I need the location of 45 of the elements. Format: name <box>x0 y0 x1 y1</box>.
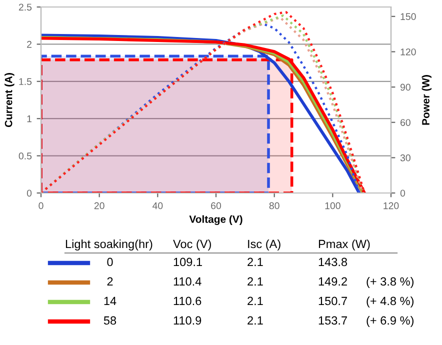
x-tick-label: 60 <box>211 202 222 210</box>
y-tick-label: 0.5 <box>18 152 32 160</box>
text: (+ 3.8 %) <box>366 276 414 288</box>
text: (+ 4.8 %) <box>366 296 414 308</box>
y-tick-label: 1 <box>27 115 32 122</box>
x-tick-label: 0 <box>38 202 44 210</box>
legend-title: Light soaking(hr) <box>66 240 152 251</box>
text: 149.2 <box>318 277 347 286</box>
x-axis-title: Voltage (V) <box>189 215 242 226</box>
y2-tick-label: 60 <box>400 119 410 126</box>
text: 110.4 <box>174 277 202 286</box>
y2-tick-label: 120 <box>400 48 416 56</box>
legend-label: 0 <box>107 258 113 266</box>
text: 109.1 <box>174 258 202 266</box>
legend-label: 14 <box>104 296 116 306</box>
text: 2.1 <box>248 277 263 286</box>
text: Pmax (W) <box>318 240 370 250</box>
text: 2.1 <box>248 316 263 325</box>
y-tick-label: 2.5 <box>18 4 32 11</box>
text: 153.7 <box>318 316 347 325</box>
text: Isc (A) <box>248 240 280 250</box>
text: (+ 6.9 %) <box>366 316 414 327</box>
y2-tick-label: 30 <box>400 154 410 162</box>
x-tick-label: 100 <box>325 202 340 210</box>
text: 2.1 <box>248 296 263 306</box>
y-tick-label: 2 <box>27 40 32 48</box>
x-tick-label: 20 <box>94 202 104 210</box>
text: 150.7 <box>318 296 347 306</box>
text: 2.1 <box>248 258 263 266</box>
text: 143.8 <box>318 258 348 266</box>
x-tick-label: 120 <box>384 202 399 210</box>
y2-tick-label: 0 <box>400 190 406 197</box>
y-tick-label: 1.5 <box>19 78 32 86</box>
x-tick-label: 80 <box>269 202 280 210</box>
y2-tick-label: 150 <box>400 13 416 20</box>
x-tick-label: 40 <box>152 202 163 210</box>
legend-label: 58 <box>104 316 116 325</box>
y2-axis-title: Power (W) <box>422 75 432 125</box>
text: 110.6 <box>174 296 202 306</box>
y-axis-title: Current (A) <box>4 73 14 128</box>
text: Voc (V) <box>173 240 211 250</box>
y2-tick-label: 90 <box>400 84 410 91</box>
text: 110.9 <box>174 316 202 325</box>
legend-label: 2 <box>107 277 113 286</box>
y-tick-label: 0 <box>26 190 32 197</box>
